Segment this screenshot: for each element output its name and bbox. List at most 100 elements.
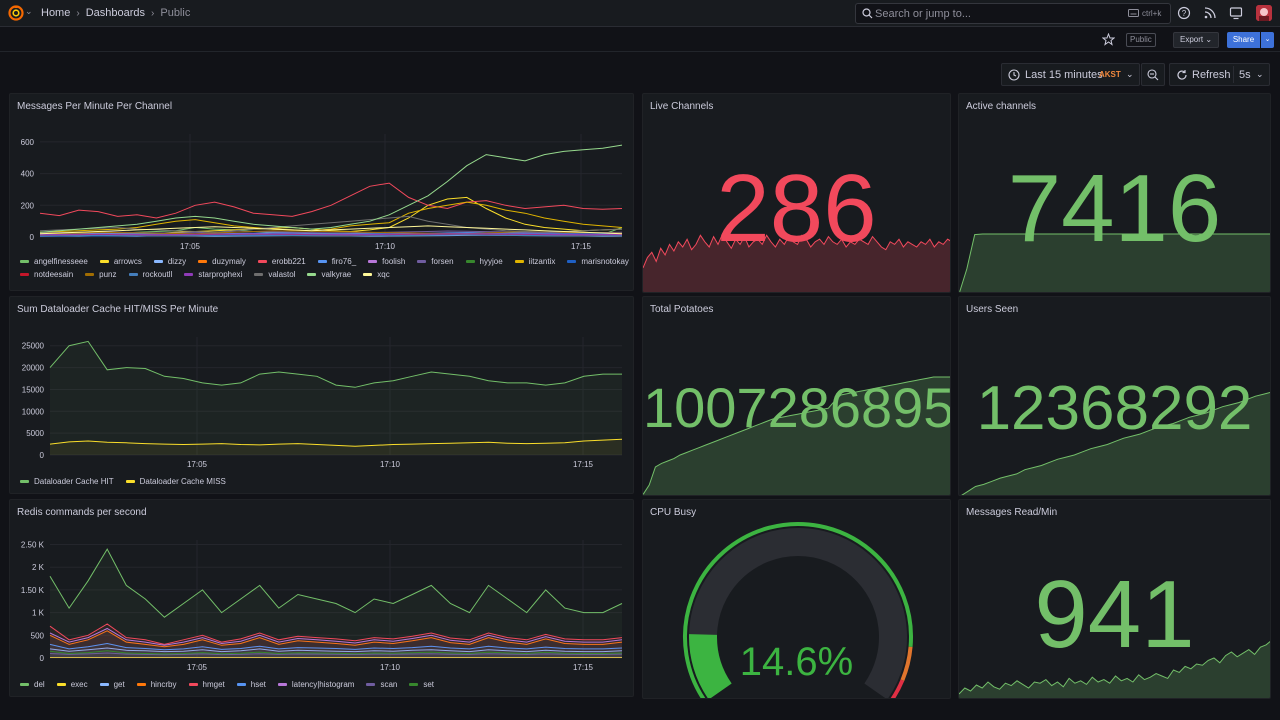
- series-line: [49, 650, 623, 655]
- legend-item[interactable]: del: [20, 680, 45, 689]
- legend-item[interactable]: iitzantix: [514, 257, 555, 266]
- legend-swatch: [56, 683, 66, 686]
- stat-value: 7416: [1007, 155, 1222, 262]
- legend-item[interactable]: set: [409, 680, 434, 689]
- legend-item[interactable]: starprophexi: [184, 270, 242, 279]
- star-icon[interactable]: [1102, 33, 1115, 46]
- search-input[interactable]: Search or jump to... ctrl+k: [855, 3, 1171, 24]
- panel-title: Live Channels: [650, 101, 714, 112]
- legend-item[interactable]: firo76_: [317, 257, 356, 266]
- series-line: [49, 548, 623, 618]
- timeseries-chart[interactable]: 0 200 400 600 17:05 17:10 17:15: [10, 94, 634, 291]
- legend-item[interactable]: angelfinesseee: [20, 257, 88, 266]
- legend-swatch: [99, 260, 109, 263]
- y-tick-label: 2.50 K: [21, 541, 45, 550]
- x-tick-label: 17:05: [180, 242, 201, 251]
- legend-swatch: [409, 683, 419, 686]
- legend-swatch: [125, 480, 135, 483]
- share-dropdown-button[interactable]: ⌄: [1261, 32, 1274, 48]
- chart-legend: Dataloader Cache HIT Dataloader Cache MIS…: [20, 477, 630, 486]
- y-tick-label: 1 K: [32, 609, 45, 618]
- user-avatar[interactable]: [1256, 5, 1272, 21]
- legend-item[interactable]: xqc: [363, 270, 390, 279]
- chevron-down-icon[interactable]: ⌄: [25, 6, 33, 16]
- legend-item[interactable]: valkyrae: [307, 270, 351, 279]
- gauge-chart: [683, 522, 913, 698]
- breadcrumb-home[interactable]: Home: [41, 7, 71, 19]
- series-line: [39, 182, 623, 219]
- search-icon: [862, 8, 873, 19]
- legend-item[interactable]: Dataloader Cache MISS: [125, 477, 226, 486]
- legend-item[interactable]: hmget: [188, 680, 225, 689]
- breadcrumb: Home › Dashboards › Public: [41, 7, 190, 19]
- help-icon[interactable]: ?: [1177, 6, 1191, 20]
- legend-item[interactable]: get: [99, 680, 125, 689]
- panel-active-channels[interactable]: Active channels 7416: [958, 93, 1271, 293]
- series-line: [49, 438, 623, 447]
- legend-swatch: [184, 273, 194, 276]
- y-tick-label: 10000: [22, 407, 45, 416]
- grafana-logo-icon[interactable]: [8, 5, 24, 21]
- series-area: [50, 630, 622, 658]
- svg-text:?: ?: [1182, 9, 1187, 18]
- y-tick-label: 500: [31, 631, 45, 640]
- stat-value: 941: [1034, 561, 1195, 668]
- y-tick-label: 0: [30, 233, 35, 242]
- panel-redis-commands[interactable]: Redis commands per second 0 500 1 K 1.50 K 2…: [9, 499, 634, 697]
- legend-item[interactable]: dizzy: [153, 257, 187, 266]
- sparkline-area: [962, 392, 1270, 495]
- breadcrumb-dashboards[interactable]: Dashboards: [85, 7, 146, 19]
- legend-label: hset: [250, 680, 266, 689]
- x-tick-label: 17:15: [573, 460, 594, 469]
- legend-item[interactable]: rockoutll: [128, 270, 172, 279]
- share-button[interactable]: Share: [1227, 32, 1260, 48]
- legend-label: valkyrae: [321, 270, 352, 279]
- legend-item[interactable]: hyyjoe: [465, 257, 503, 266]
- timeseries-chart[interactable]: 0 5000 10000 15000 20000 25000 17:05 17:10 17:15: [10, 297, 634, 494]
- panel-title: Messages Per Minute Per Channel: [17, 101, 173, 112]
- export-button[interactable]: Export ⌄: [1173, 32, 1220, 48]
- legend-item[interactable]: arrowcs: [99, 257, 142, 266]
- rss-icon[interactable]: [1203, 6, 1217, 20]
- y-tick-label: 20000: [22, 364, 45, 373]
- legend-label: foolish: [382, 257, 406, 266]
- legend-item[interactable]: Dataloader Cache HIT: [20, 477, 114, 486]
- panel-messages-read[interactable]: Messages Read/Min 941: [958, 499, 1271, 699]
- y-tick-label: 1.50 K: [21, 586, 45, 595]
- panel-live-channels[interactable]: Live Channels 286: [642, 93, 951, 293]
- stat-value: 12368292: [976, 374, 1253, 443]
- legend-item[interactable]: marisnotokay: [567, 257, 629, 266]
- panel-messages-per-minute[interactable]: Messages Per Minute Per Channel 0 200 400 6…: [9, 93, 634, 291]
- legend-label: dizzy: [167, 257, 187, 266]
- refresh-picker[interactable]: Refresh 5s ⌄: [1169, 63, 1270, 86]
- legend-item[interactable]: punz: [85, 270, 117, 279]
- legend-label: punz: [99, 270, 117, 279]
- legend-item[interactable]: latency|histogram: [277, 680, 354, 689]
- legend-item[interactable]: notdeesain: [20, 270, 73, 279]
- monitor-icon[interactable]: [1229, 6, 1243, 20]
- legend-item[interactable]: duzymaly: [198, 257, 246, 266]
- panel-total-potatoes[interactable]: Total Potatoes 1007286895: [642, 296, 951, 496]
- legend-item[interactable]: hincrby: [136, 680, 177, 689]
- legend-item[interactable]: erobb221: [257, 257, 306, 266]
- legend-item[interactable]: foolish: [368, 257, 405, 266]
- zoom-out-button[interactable]: [1141, 63, 1165, 86]
- gauge-threshold-green: [683, 522, 913, 698]
- panel-cpu-busy[interactable]: CPU Busy 14.6%: [642, 499, 951, 699]
- timeseries-chart[interactable]: 0 500 1 K 1.50 K 2 K 2.50 K 17:05 17:10 17:15: [10, 500, 634, 697]
- x-tick-label: 17:15: [573, 663, 594, 672]
- panel-users-seen[interactable]: Users Seen 12368292: [958, 296, 1271, 496]
- chevron-down-icon: ⌄: [1205, 35, 1213, 44]
- series-line: [49, 627, 623, 646]
- legend-item[interactable]: valastol: [254, 270, 295, 279]
- time-range-picker[interactable]: Last 15 minutes AKST ⌄: [1001, 63, 1140, 86]
- legend-item[interactable]: hset: [236, 680, 266, 689]
- series-line: [39, 234, 623, 237]
- timezone-label: AKST: [1099, 70, 1121, 79]
- panel-title: Redis commands per second: [17, 507, 147, 518]
- legend-label: xqc: [377, 270, 390, 279]
- panel-cache-hit-miss[interactable]: Sum Dataloader Cache HIT/MISS Per Minute…: [9, 296, 634, 494]
- legend-item[interactable]: forsen: [417, 257, 454, 266]
- legend-item[interactable]: exec: [56, 680, 88, 689]
- legend-item[interactable]: scan: [366, 680, 397, 689]
